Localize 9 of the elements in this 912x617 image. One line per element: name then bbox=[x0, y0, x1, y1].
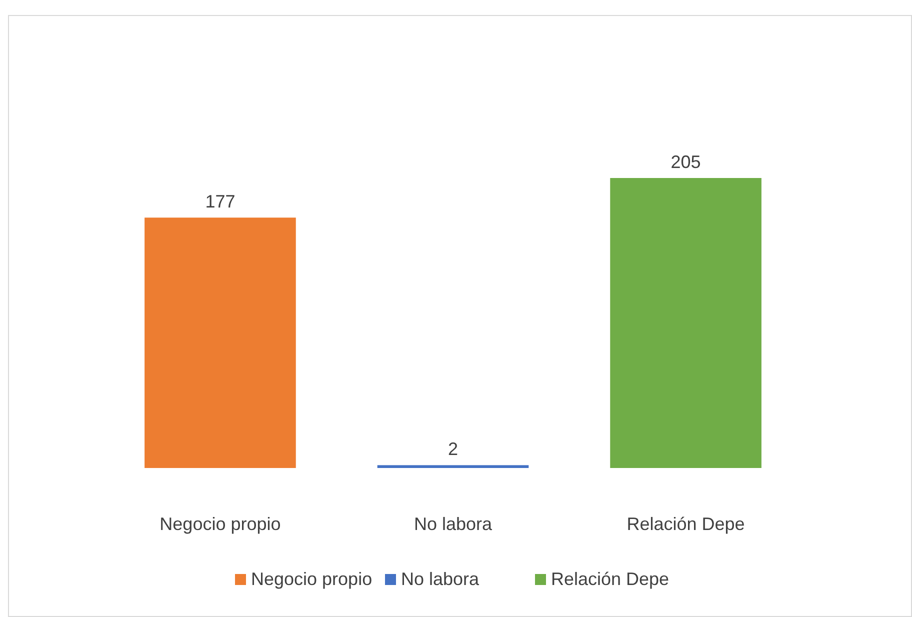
x-tick-label: Relación Depe bbox=[626, 514, 745, 534]
legend-label: Negocio propio bbox=[251, 569, 372, 589]
x-tick-label: Negocio propio bbox=[160, 514, 281, 534]
data-label: 205 bbox=[670, 152, 701, 172]
x-tick-label: No labora bbox=[414, 514, 494, 534]
data-label: 2 bbox=[448, 439, 458, 460]
legend-label: Relación Depe bbox=[551, 569, 670, 589]
legend-label: No labora bbox=[401, 569, 480, 589]
data-label: 177 bbox=[205, 192, 236, 212]
